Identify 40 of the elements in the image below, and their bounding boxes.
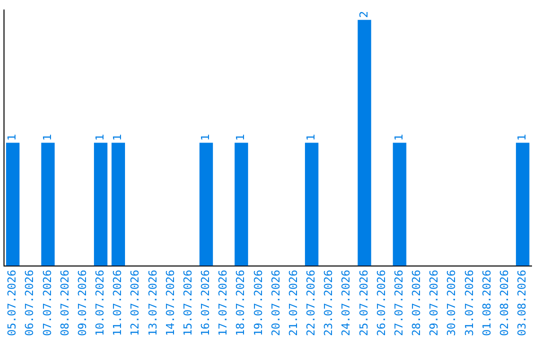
x-tick-label: 18.07.2026 [234, 270, 248, 336]
x-tick-label: 05.07.2026 [6, 270, 19, 336]
data-label: 1 [516, 134, 529, 141]
data-label: 1 [6, 134, 19, 141]
x-tick-label: 31.07.2026 [462, 270, 476, 336]
data-label: 1 [94, 134, 107, 141]
data-label: 1 [111, 134, 124, 141]
x-tick-label: 12.07.2026 [128, 270, 142, 336]
x-tick-label: 01.08.2026 [480, 270, 494, 336]
x-tick-label: 26.07.2026 [374, 270, 388, 336]
x-tick-label: 22.07.2026 [304, 270, 318, 336]
x-tick-label: 03.08.2026 [516, 270, 529, 336]
x-tick-label: 02.08.2026 [498, 270, 511, 336]
x-tick-label: 14.07.2026 [164, 270, 177, 336]
x-tick-label: 24.07.2026 [340, 270, 353, 336]
data-label: 1 [234, 134, 248, 141]
x-tick-label: 16.07.2026 [199, 270, 212, 336]
x-tick-label: 21.07.2026 [286, 270, 300, 336]
x-tick-label: 07.07.2026 [40, 270, 54, 336]
x-tick-label: 15.07.2026 [181, 270, 194, 336]
data-label: 1 [40, 134, 54, 141]
x-tick-label: 28.07.2026 [410, 270, 424, 336]
x-tick-label: 17.07.2026 [216, 270, 230, 336]
data-label: 2 [357, 10, 370, 18]
data-label: 1 [392, 134, 406, 141]
x-tick-label: 11.07.2026 [111, 270, 124, 336]
x-tick-label: 10.07.2026 [94, 270, 107, 336]
x-tick-label: 13.07.2026 [146, 270, 160, 336]
x-tick-label: 29.07.2026 [428, 270, 441, 336]
x-tick-label: 08.07.2026 [58, 270, 72, 336]
x-tick-label: 27.07.2026 [392, 270, 406, 336]
x-tick-label: 20.07.2026 [269, 270, 282, 336]
x-tick-label: 19.07.2026 [252, 270, 265, 336]
x-tick-label: 25.07.2026 [357, 270, 370, 336]
data-label: 1 [304, 134, 318, 141]
x-tick-label: 23.07.2026 [322, 270, 336, 336]
x-tick-label: 09.07.2026 [76, 270, 89, 336]
x-tick-label: 30.07.2026 [445, 270, 458, 336]
data-label: 1 [199, 134, 212, 141]
x-tick-label: 06.07.2026 [23, 270, 36, 336]
